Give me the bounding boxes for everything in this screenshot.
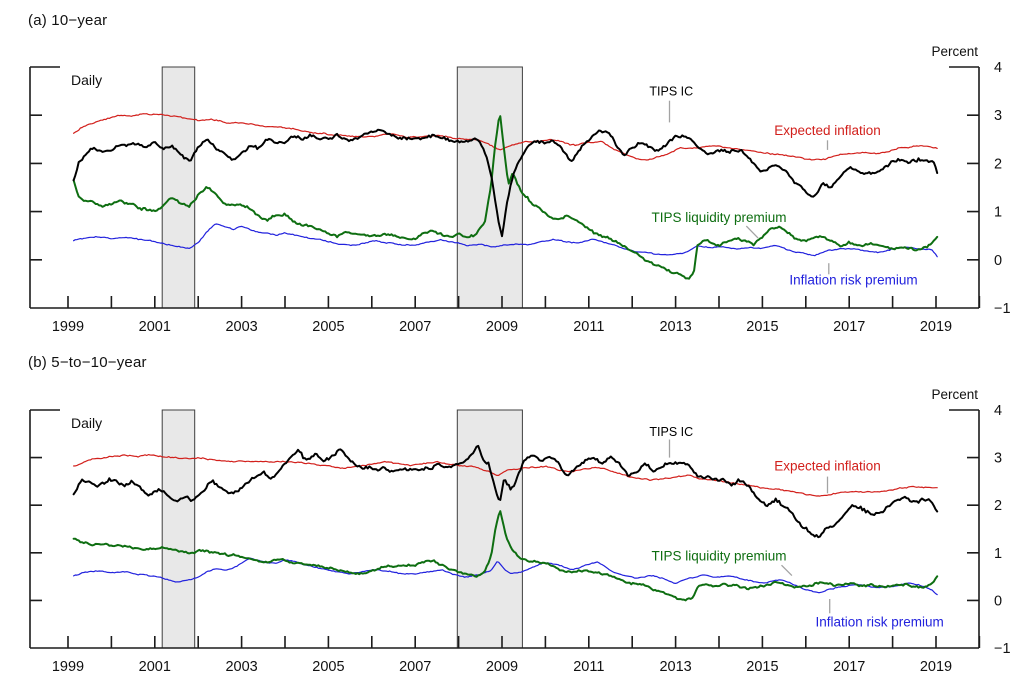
y-tick-label-3: 3 bbox=[994, 451, 1002, 467]
x-tick-label-2013: 2013 bbox=[659, 319, 691, 335]
x-tick-label-2001: 2001 bbox=[139, 319, 171, 335]
annotation-label-expected-inflation: Expected inflation bbox=[774, 459, 881, 474]
annotation-label-tips-liquidity-premium: TIPS liquidity premium bbox=[651, 210, 786, 225]
y-tick-label-1: 1 bbox=[994, 205, 1002, 221]
panel-b-frequency-label: Daily bbox=[71, 415, 103, 431]
axis-lines bbox=[29, 409, 981, 649]
x-tick-label-2015: 2015 bbox=[746, 659, 778, 675]
y-tick-label-4: 4 bbox=[994, 403, 1002, 419]
x-tick-label-2003: 2003 bbox=[225, 659, 257, 675]
panel-b-title: (b) 5−to−10−year bbox=[28, 354, 147, 371]
series-line-tips-liquidity-premium bbox=[72, 115, 939, 280]
x-tick-label-2013: 2013 bbox=[659, 659, 691, 675]
x-tick-label-2005: 2005 bbox=[312, 319, 344, 335]
annotation-label-inflation-risk-premium: Inflation risk premium bbox=[815, 614, 943, 629]
series-line-tips-liquidity-premium bbox=[72, 510, 939, 602]
series-line-tips-ic bbox=[72, 128, 939, 238]
annotation-label-tips-ic: TIPS IC bbox=[649, 85, 693, 99]
annotation-leader-tips-liquidity-premium bbox=[781, 564, 793, 577]
x-tick-label-1999: 1999 bbox=[52, 319, 84, 335]
y-tick-label-0: 0 bbox=[994, 253, 1002, 269]
x-tick-label-2003: 2003 bbox=[225, 319, 257, 335]
series-line-inflation-risk-premium bbox=[73, 223, 938, 258]
x-tick-label-2017: 2017 bbox=[833, 659, 865, 675]
series-line-tips-ic bbox=[72, 444, 939, 539]
annotation-leader-tips-liquidity-premium bbox=[745, 225, 759, 239]
panel-a-title: (a) 10−year bbox=[28, 12, 108, 29]
y-axis-tick-labels: 4 3 2 1 0 −1 bbox=[994, 60, 1011, 317]
x-axis-tick-labels: 1999 2001 2003 2005 2007 2009 2011 2013 2015 2017… bbox=[52, 659, 952, 675]
x-tick-label-2019: 2019 bbox=[920, 659, 952, 675]
annotation-label-inflation-risk-premium: Inflation risk premium bbox=[789, 273, 917, 288]
y-axis-tick-labels: 4 3 2 1 0 −1 bbox=[994, 403, 1011, 657]
y-tick-label-4: 4 bbox=[994, 60, 1002, 76]
series-line-inflation-risk-premium bbox=[73, 557, 938, 596]
x-tick-label-2007: 2007 bbox=[399, 319, 431, 335]
recession-band-2 bbox=[456, 409, 523, 649]
y-tick-label-0: 0 bbox=[994, 593, 1002, 609]
x-tick-label-1999: 1999 bbox=[52, 659, 84, 675]
y-tick-label-−1: −1 bbox=[994, 301, 1011, 317]
series-line-expected-inflation bbox=[73, 113, 938, 161]
panel-b: 4 3 2 1 0 −1 1999 2001 2003 2005 2007 2009 2011 2013 2… bbox=[29, 403, 1011, 675]
x-tick-label-2019: 2019 bbox=[920, 319, 952, 335]
y-tick-label-1: 1 bbox=[994, 546, 1002, 562]
panel-a-frequency-label: Daily bbox=[71, 72, 103, 88]
x-tick-label-2015: 2015 bbox=[746, 319, 778, 335]
x-tick-label-2011: 2011 bbox=[573, 659, 604, 675]
x-tick-label-2001: 2001 bbox=[139, 659, 171, 675]
x-tick-label-2005: 2005 bbox=[312, 659, 344, 675]
recession-band-1 bbox=[161, 66, 196, 309]
panel-a-y-axis-unit-label: Percent bbox=[931, 44, 978, 59]
annotation-label-tips-liquidity-premium: TIPS liquidity premium bbox=[651, 549, 786, 564]
x-tick-label-2017: 2017 bbox=[833, 319, 865, 335]
axis-lines bbox=[29, 66, 981, 309]
y-tick-label-3: 3 bbox=[994, 108, 1002, 124]
x-tick-label-2009: 2009 bbox=[486, 319, 518, 335]
x-tick-label-2007: 2007 bbox=[399, 659, 431, 675]
panel-a: 4 3 2 1 0 −1 1999 2001 2003 2005 2007 2009 2011 2013 2… bbox=[29, 60, 1011, 335]
y-tick-label-2: 2 bbox=[994, 156, 1002, 172]
y-tick-label-2: 2 bbox=[994, 498, 1002, 514]
annotation-label-tips-ic: TIPS IC bbox=[649, 425, 693, 439]
recession-band-1 bbox=[161, 409, 196, 649]
x-tick-label-2009: 2009 bbox=[486, 659, 518, 675]
series-line-expected-inflation bbox=[73, 454, 938, 497]
x-axis-tick-labels: 1999 2001 2003 2005 2007 2009 2011 2013 2015 2017… bbox=[52, 319, 952, 335]
axes bbox=[29, 409, 981, 649]
annotation-label-expected-inflation: Expected inflation bbox=[774, 123, 881, 138]
y-tick-label-−1: −1 bbox=[994, 641, 1011, 657]
axes bbox=[29, 66, 981, 309]
panel-b-y-axis-unit-label: Percent bbox=[931, 387, 978, 402]
x-tick-label-2011: 2011 bbox=[573, 319, 604, 335]
